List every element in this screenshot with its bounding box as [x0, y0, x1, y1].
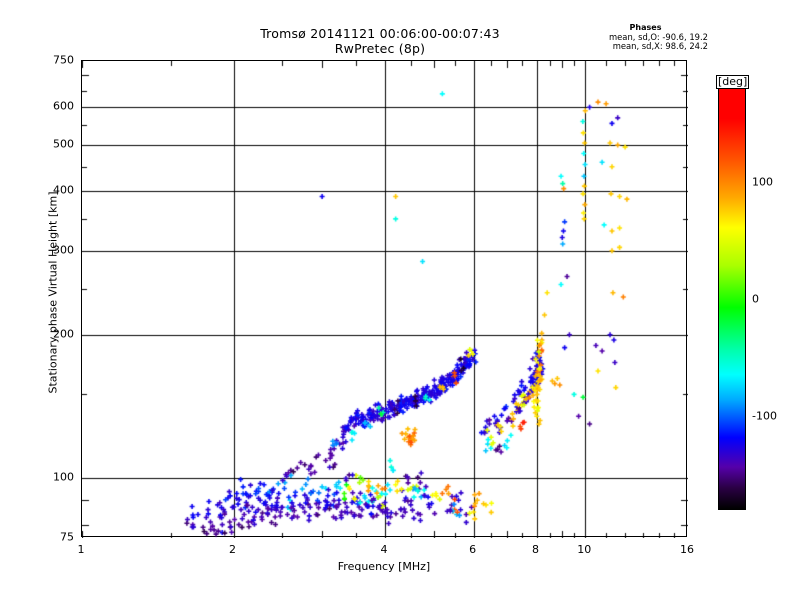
y-tick-label-400: 400: [53, 183, 74, 197]
x-tick-label-16: 16: [680, 543, 694, 556]
x-tick-label-10: 10: [577, 543, 592, 556]
colorbar: [718, 88, 746, 510]
phase-stats-block: Phases mean, sd,O: -90.6, 19.2 mean, sd,…: [609, 23, 708, 52]
colorbar-tick-100: 100: [752, 175, 773, 189]
x-tick-label-1: 1: [77, 543, 85, 556]
scatter-canvas: [82, 61, 688, 538]
colorbar-unit-label: [deg]: [716, 75, 750, 89]
phase-stats-x-mode: mean, sd,X: 98.6, 24.2: [612, 41, 708, 52]
x-tick-label-6: 6: [469, 543, 477, 556]
y-tick-label-100: 100: [53, 470, 74, 484]
phase-stats-heading: Phases: [629, 23, 662, 32]
x-tick-label-2: 2: [229, 543, 236, 556]
page-subtitle: RwPretec (8p): [334, 41, 426, 56]
plot-area: [81, 60, 688, 538]
x-tick-label-4: 4: [380, 543, 388, 556]
x-tick-label-8: 8: [532, 543, 539, 556]
y-tick-label-500: 500: [53, 137, 74, 151]
y-tick-label-750: 750: [53, 53, 74, 67]
colorbar-tick--100: -100: [752, 409, 777, 423]
colorbar-tick-0: 0: [752, 292, 759, 306]
title-block: Tromsø 20141121 00:06:00-00:07:43 RwPret…: [0, 26, 760, 56]
y-tick-label-75: 75: [60, 530, 74, 544]
y-tick-label-200: 200: [53, 327, 74, 341]
page-title: Tromsø 20141121 00:06:00-00:07:43: [260, 26, 500, 41]
y-axis-label: Stationary phase Virtual Height [km]: [46, 191, 60, 394]
y-tick-label-300: 300: [53, 243, 74, 257]
y-tick-label-600: 600: [53, 99, 74, 113]
colorbar-gradient: [718, 88, 746, 510]
x-axis-label: Frequency [MHz]: [337, 560, 431, 573]
phase-stats-o-mode: mean, sd,O: -90.6, 19.2: [609, 31, 708, 42]
